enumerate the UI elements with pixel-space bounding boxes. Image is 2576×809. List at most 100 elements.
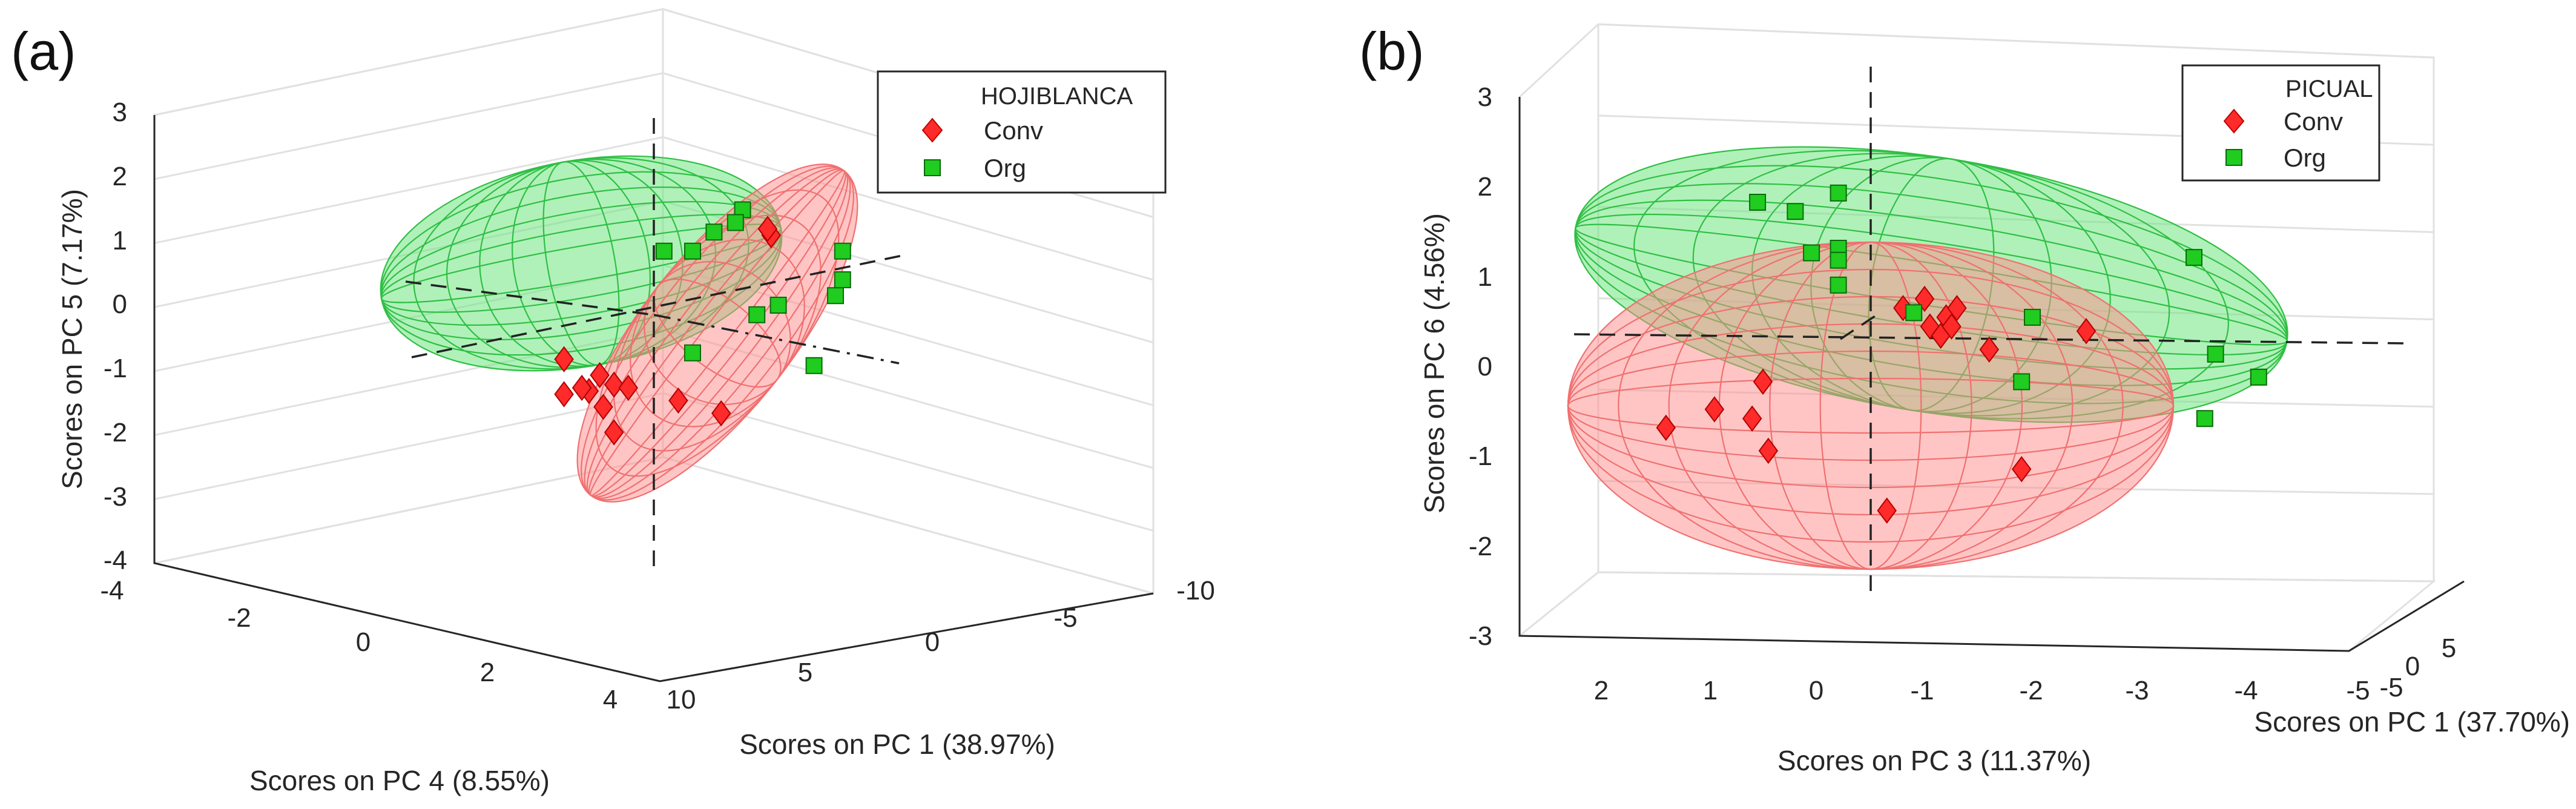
org-point — [1803, 244, 1820, 262]
a-ytick: -5 — [1053, 603, 1077, 633]
conv-point — [757, 216, 778, 242]
a-xtick: 4 — [603, 685, 618, 715]
conv-point — [1758, 437, 1779, 464]
org-point — [705, 223, 723, 241]
org-point — [1787, 203, 1804, 220]
panel-a-points — [554, 201, 851, 446]
org-point — [1905, 304, 1923, 322]
b-xtick: -3 — [2125, 676, 2149, 705]
org-point — [748, 306, 766, 323]
a-ytick: 10 — [667, 685, 696, 715]
org-point — [2186, 249, 2202, 266]
org-point — [1830, 184, 1847, 202]
a-ztick: 1 — [113, 226, 127, 256]
conv-point — [593, 394, 613, 420]
panel-a-legend-title: HOJIBLANCA — [981, 83, 1133, 110]
conv-point — [1942, 313, 1962, 340]
panel-b-x-ticks: 2 1 0 -1 -2 -3 -4 -5 — [1594, 676, 2370, 705]
panel-b-y-ticks: 5 0 -5 — [2379, 633, 2456, 702]
b-xtick: 2 — [1594, 676, 1609, 705]
conv-point — [618, 374, 639, 401]
conv-point — [554, 346, 574, 372]
conv-point — [711, 400, 731, 427]
conv-point — [1877, 497, 1897, 524]
conv-point — [2011, 456, 2032, 483]
a-ztick: 3 — [113, 97, 127, 127]
org-point — [2196, 410, 2213, 428]
org-point — [834, 271, 851, 288]
a-ztick: -4 — [104, 546, 127, 575]
panel-b-label: (b) — [1359, 21, 1425, 81]
z-gridline — [662, 456, 1154, 595]
panel-b-x-label: Scores on PC 3 (11.37%) — [1777, 745, 2091, 776]
a-ytick: 0 — [925, 627, 940, 657]
panel-a-legend: HOJIBLANCA Conv Org — [877, 70, 1167, 194]
b-ytick: -5 — [2379, 673, 2403, 702]
panel-a-x-label: Scores on PC 4 (8.55%) — [249, 765, 550, 796]
z-gridline — [1598, 571, 2434, 583]
z-gridline — [154, 8, 664, 116]
panel-a-hojiblanca: (a) 3 2 — [11, 8, 1215, 796]
a-ztick: -3 — [104, 482, 127, 512]
a-xtick: -2 — [227, 603, 251, 633]
org-point — [1830, 276, 1847, 294]
panel-a-origin-lines — [405, 118, 909, 569]
org-point — [2024, 309, 2041, 326]
b-xtick: -1 — [1910, 676, 1934, 705]
panel-b-picual: (b) 3 2 1 0 -1 -2 -3 — [1359, 21, 2570, 776]
panel-a-legend-conv-marker — [921, 117, 943, 143]
org-point — [827, 287, 844, 305]
panel-a-legend-org-label: Org — [984, 154, 1026, 182]
org-point — [684, 344, 701, 362]
a-ztick: -2 — [104, 418, 127, 447]
panel-a-legend-conv-label: Conv — [984, 116, 1043, 145]
mesh-outline — [576, 163, 858, 503]
org-point — [1749, 194, 1767, 211]
b-xtick: 1 — [1703, 676, 1718, 705]
panel-a-y-ticks: 10 5 0 -5 -10 — [667, 576, 1215, 715]
panel-b-legend-org-marker — [2225, 149, 2242, 166]
mesh-outline — [1567, 241, 2175, 570]
conv-point — [604, 371, 624, 398]
a-xtick: 0 — [356, 627, 371, 657]
b-ztick: 1 — [1478, 262, 1492, 292]
b-ztick: 0 — [1478, 352, 1492, 381]
b-ytick: 5 — [2442, 633, 2456, 663]
org-point — [805, 357, 823, 374]
panel-a-x-ticks: -4 -2 0 2 4 — [100, 576, 618, 715]
panel-a-z-label: Scores on PC 5 (7.17%) — [56, 189, 88, 489]
panel-b-legend-org-label: Org — [2284, 144, 2326, 172]
panel-b-legend-conv-label: Conv — [2284, 107, 2343, 136]
panel-a-conv-ellipsoid — [576, 163, 858, 503]
z-gridline — [154, 136, 664, 244]
a-xtick: -4 — [100, 576, 124, 606]
b-xtick: -4 — [2234, 676, 2258, 705]
panel-b-y-label: Scores on PC 1 (37.70%) — [2254, 706, 2570, 738]
panel-b-z-ticks: 3 2 1 0 -1 -2 -3 — [1469, 82, 1492, 651]
conv-point — [554, 381, 574, 408]
conv-point — [1979, 336, 2000, 363]
panel-b-legend-conv-marker — [2223, 108, 2245, 134]
org-point — [2207, 345, 2224, 363]
conv-point — [1656, 414, 1676, 441]
org-point — [2250, 368, 2267, 386]
conv-point — [1947, 295, 1967, 322]
b-ztick: -2 — [1469, 532, 1492, 561]
panel-a-y-label: Scores on PC 1 (38.97%) — [739, 728, 1055, 760]
panel-b-z-label: Scores on PC 6 (4.56%) — [1418, 213, 1450, 513]
a-ytick: 5 — [798, 658, 812, 687]
conv-point — [668, 387, 688, 414]
conv-point — [590, 362, 610, 389]
conv-point — [1742, 405, 1762, 432]
org-point — [655, 242, 673, 260]
org-point — [726, 214, 744, 231]
b-ztick: 2 — [1478, 172, 1492, 202]
conv-point — [1704, 396, 1725, 423]
panel-a-legend-org-marker — [924, 159, 941, 176]
conv-point — [1914, 285, 1935, 312]
org-point — [2013, 373, 2031, 391]
z-gridline — [154, 72, 664, 180]
a-ztick: 0 — [113, 289, 127, 319]
panel-a-label: (a) — [11, 21, 76, 81]
conv-point — [604, 419, 624, 446]
